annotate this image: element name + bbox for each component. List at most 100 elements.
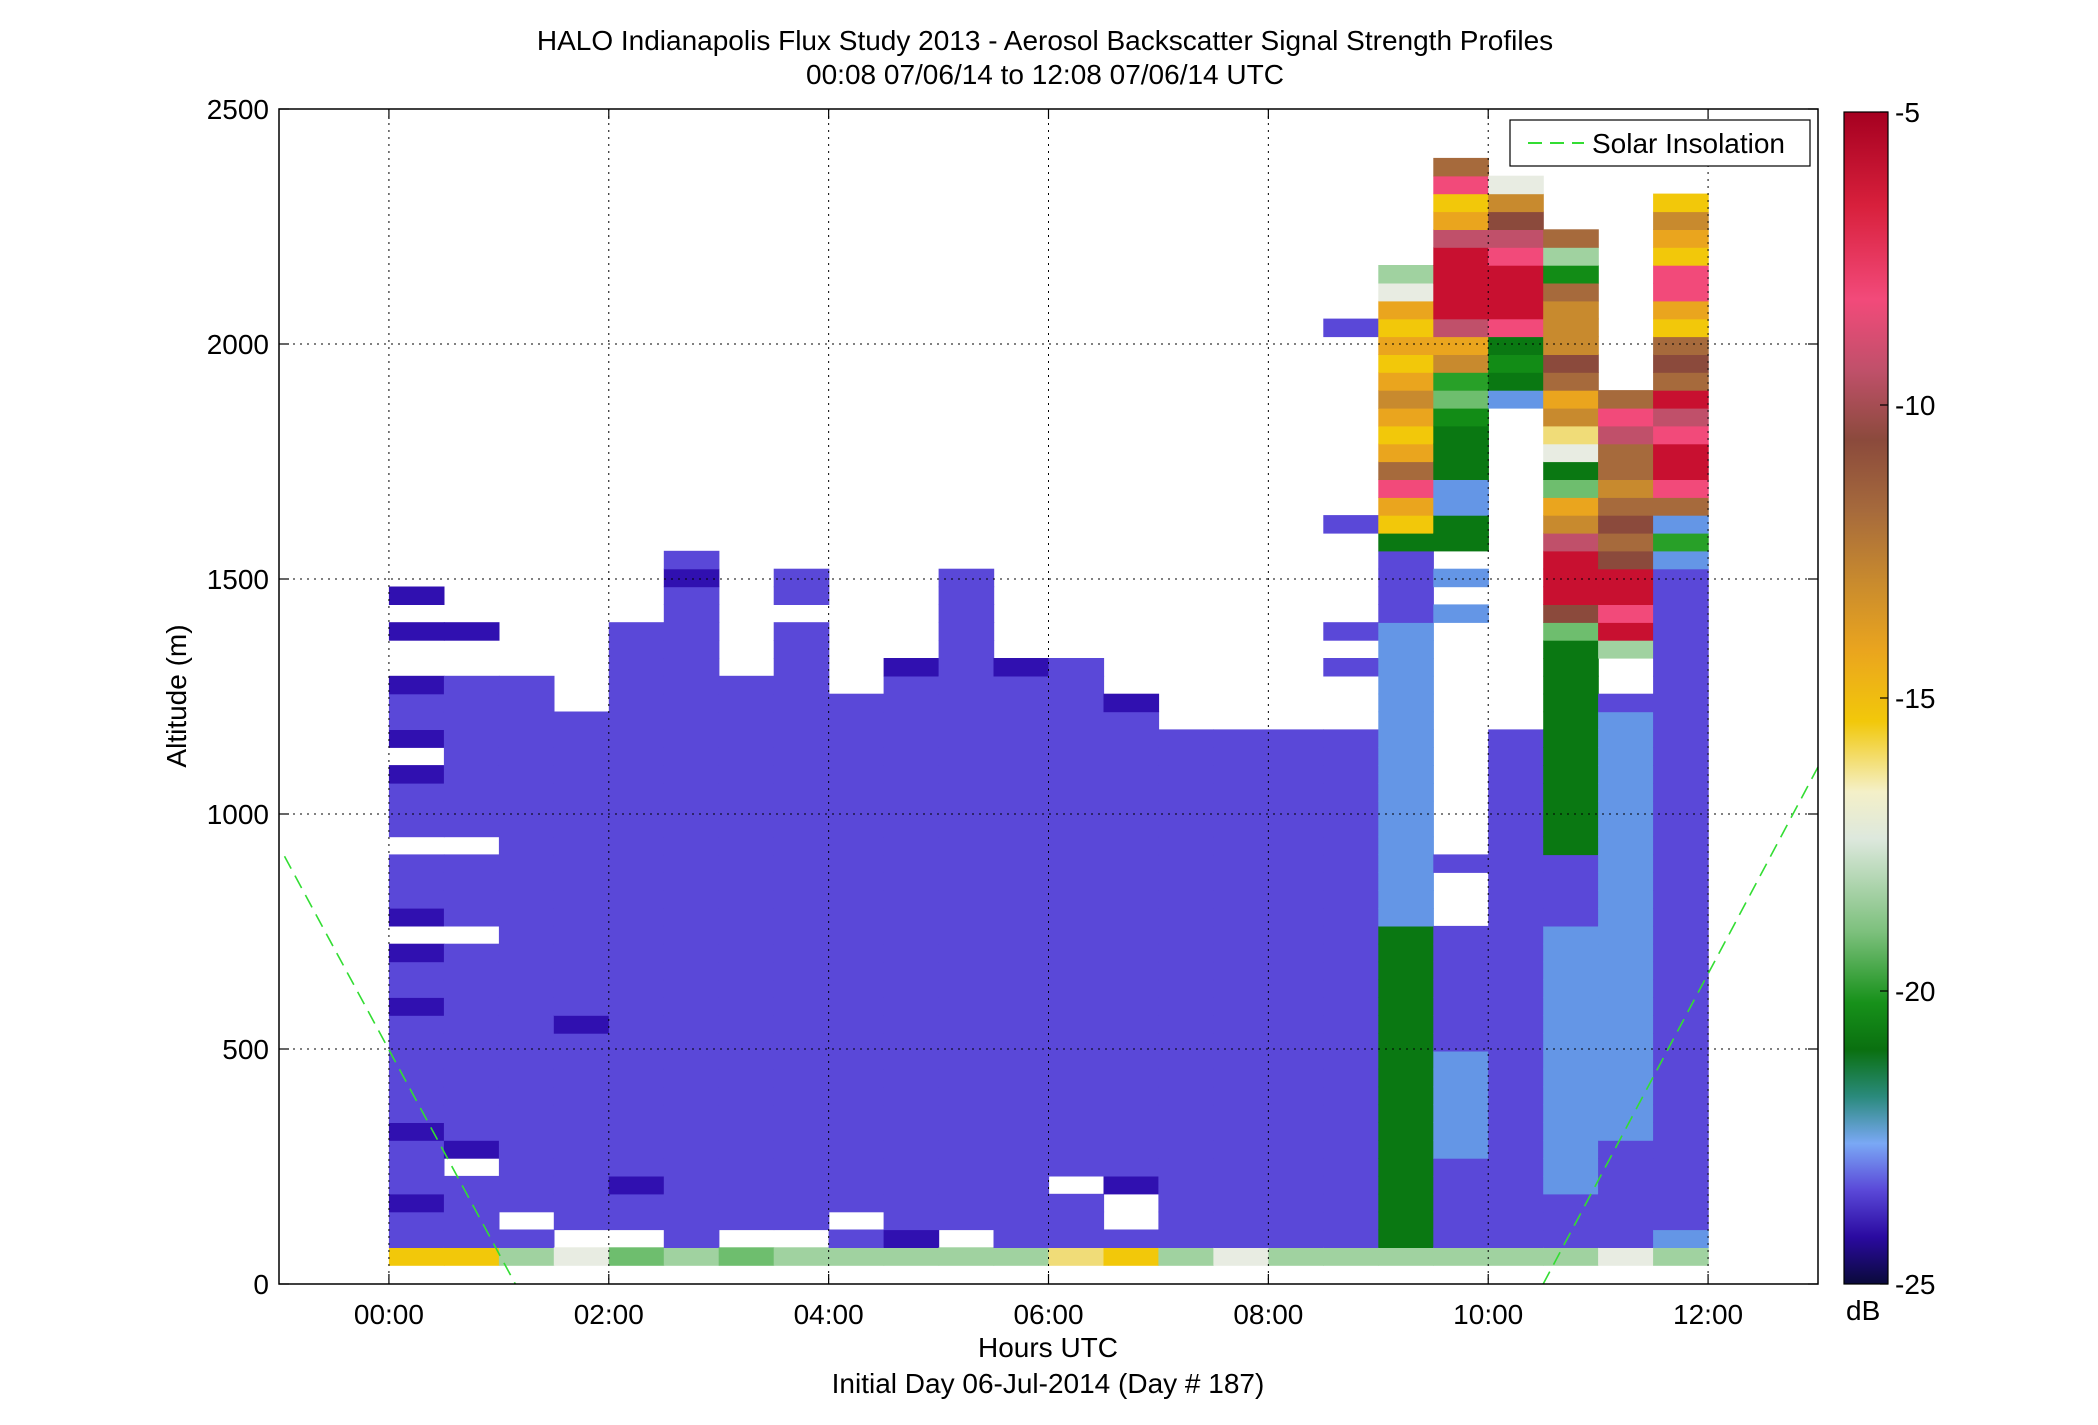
- x-tick-label: 02:00: [574, 1299, 644, 1330]
- heatmap-cell: [553, 872, 610, 891]
- heatmap-cell: [443, 908, 500, 927]
- heatmap-cell: [1488, 211, 1544, 230]
- heatmap-cell: [993, 800, 1050, 820]
- solar-insolation-line: [1542, 766, 1819, 1285]
- heatmap-cell: [388, 711, 445, 730]
- heatmap-cell: [883, 675, 940, 695]
- heatmap-cell: [883, 1140, 940, 1159]
- heatmap-cell: [498, 925, 555, 945]
- heatmap-cell: [1543, 943, 1599, 963]
- heatmap-cell: [1378, 425, 1434, 445]
- heatmap-cell: [1543, 1033, 1599, 1052]
- heatmap-cell: [498, 800, 555, 820]
- heatmap-cell: [553, 1086, 610, 1106]
- heatmap-cell: [993, 658, 1050, 677]
- heatmap-cell: [1598, 443, 1654, 463]
- heatmap-cell: [498, 693, 555, 713]
- heatmap-cell: [1158, 818, 1214, 838]
- heatmap-cell: [1268, 783, 1324, 802]
- heatmap-cell: [498, 1068, 555, 1088]
- heatmap-cell: [1653, 979, 1709, 998]
- heatmap-cell: [1598, 407, 1654, 427]
- heatmap-cell: [1103, 818, 1160, 838]
- heatmap-cell: [883, 979, 940, 998]
- heatmap-cell: [498, 1086, 555, 1106]
- heatmap-cell: [1268, 943, 1324, 963]
- heatmap-cell: [663, 783, 720, 802]
- heatmap-cell: [1543, 675, 1599, 695]
- heatmap-cell: [1653, 1211, 1709, 1231]
- heatmap-cell: [1543, 854, 1599, 873]
- heatmap-cell: [553, 711, 610, 730]
- heatmap-cell: [1103, 1247, 1160, 1266]
- heatmap-cell: [718, 1086, 775, 1106]
- heatmap-cell: [663, 1211, 720, 1231]
- heatmap-cell: [718, 836, 775, 856]
- heatmap-cell: [498, 1140, 555, 1159]
- heatmap-cell: [773, 1193, 830, 1213]
- heatmap-cell: [443, 1211, 500, 1231]
- heatmap-cell: [663, 800, 720, 820]
- heatmap-cell: [443, 818, 500, 838]
- heatmap-cell: [1433, 979, 1489, 998]
- heatmap-cell: [1048, 1158, 1105, 1177]
- heatmap-cell: [553, 1175, 610, 1195]
- heatmap-cell: [1213, 872, 1269, 891]
- heatmap-cell: [938, 890, 995, 909]
- heatmap-cell: [388, 1122, 445, 1141]
- heatmap-cell: [718, 1104, 775, 1123]
- heatmap-cell: [1488, 890, 1544, 909]
- heatmap-cell: [938, 1015, 995, 1034]
- heatmap-cell: [553, 890, 610, 909]
- heatmap-cell: [1323, 1050, 1379, 1070]
- heatmap-cell: [828, 908, 885, 927]
- heatmap-cell: [993, 890, 1050, 909]
- heatmap-cell: [718, 747, 775, 766]
- heatmap-cell: [1323, 729, 1379, 748]
- heatmap-cell: [1048, 658, 1105, 677]
- heatmap-cell: [993, 1158, 1050, 1177]
- heatmap-cell: [883, 997, 940, 1016]
- heatmap-cell: [1323, 1175, 1379, 1195]
- heatmap-cell: [1048, 693, 1105, 713]
- heatmap-cell: [773, 1175, 830, 1195]
- heatmap-cell: [443, 800, 500, 820]
- heatmap-cell: [993, 675, 1050, 695]
- heatmap-cell: [1268, 908, 1324, 927]
- heatmap-cell: [443, 943, 500, 963]
- heatmap-cell: [553, 1050, 610, 1070]
- heatmap-cell: [1653, 265, 1709, 284]
- heatmap-cell: [883, 872, 940, 891]
- heatmap-cell: [718, 711, 775, 730]
- heatmap-cell: [1103, 783, 1160, 802]
- heatmap-cell: [1158, 1122, 1214, 1141]
- heatmap-cell: [608, 872, 665, 891]
- heatmap-cell: [1048, 854, 1105, 873]
- heatmap-cell: [1103, 1086, 1160, 1106]
- heatmap-cell: [1598, 783, 1654, 802]
- heatmap-cell: [1543, 461, 1599, 480]
- heatmap-cell: [608, 1086, 665, 1106]
- heatmap-cell: [1378, 943, 1434, 963]
- heatmap-cell: [1543, 425, 1599, 445]
- heatmap-cell: [773, 1086, 830, 1106]
- heatmap-cell: [498, 1033, 555, 1052]
- heatmap-cell: [938, 729, 995, 748]
- heatmap-cell: [1323, 836, 1379, 856]
- heatmap-cell: [1158, 1175, 1214, 1195]
- heatmap-cell: [828, 1175, 885, 1195]
- heatmap-cell: [883, 729, 940, 748]
- heatmap-cell: [1158, 997, 1214, 1016]
- heatmap-cell: [1268, 800, 1324, 820]
- heatmap-cell: [608, 711, 665, 730]
- heatmap-cell: [1158, 872, 1214, 891]
- heatmap-cell: [883, 1104, 940, 1123]
- heatmap-cell: [1213, 1015, 1269, 1034]
- heatmap-cell: [1488, 1193, 1544, 1213]
- heatmap-cell: [663, 872, 720, 891]
- heatmap-cell: [1048, 1086, 1105, 1106]
- heatmap-cell: [608, 747, 665, 766]
- heatmap-cell: [388, 908, 445, 927]
- heatmap-cell: [1048, 943, 1105, 963]
- heatmap-cell: [1048, 997, 1105, 1016]
